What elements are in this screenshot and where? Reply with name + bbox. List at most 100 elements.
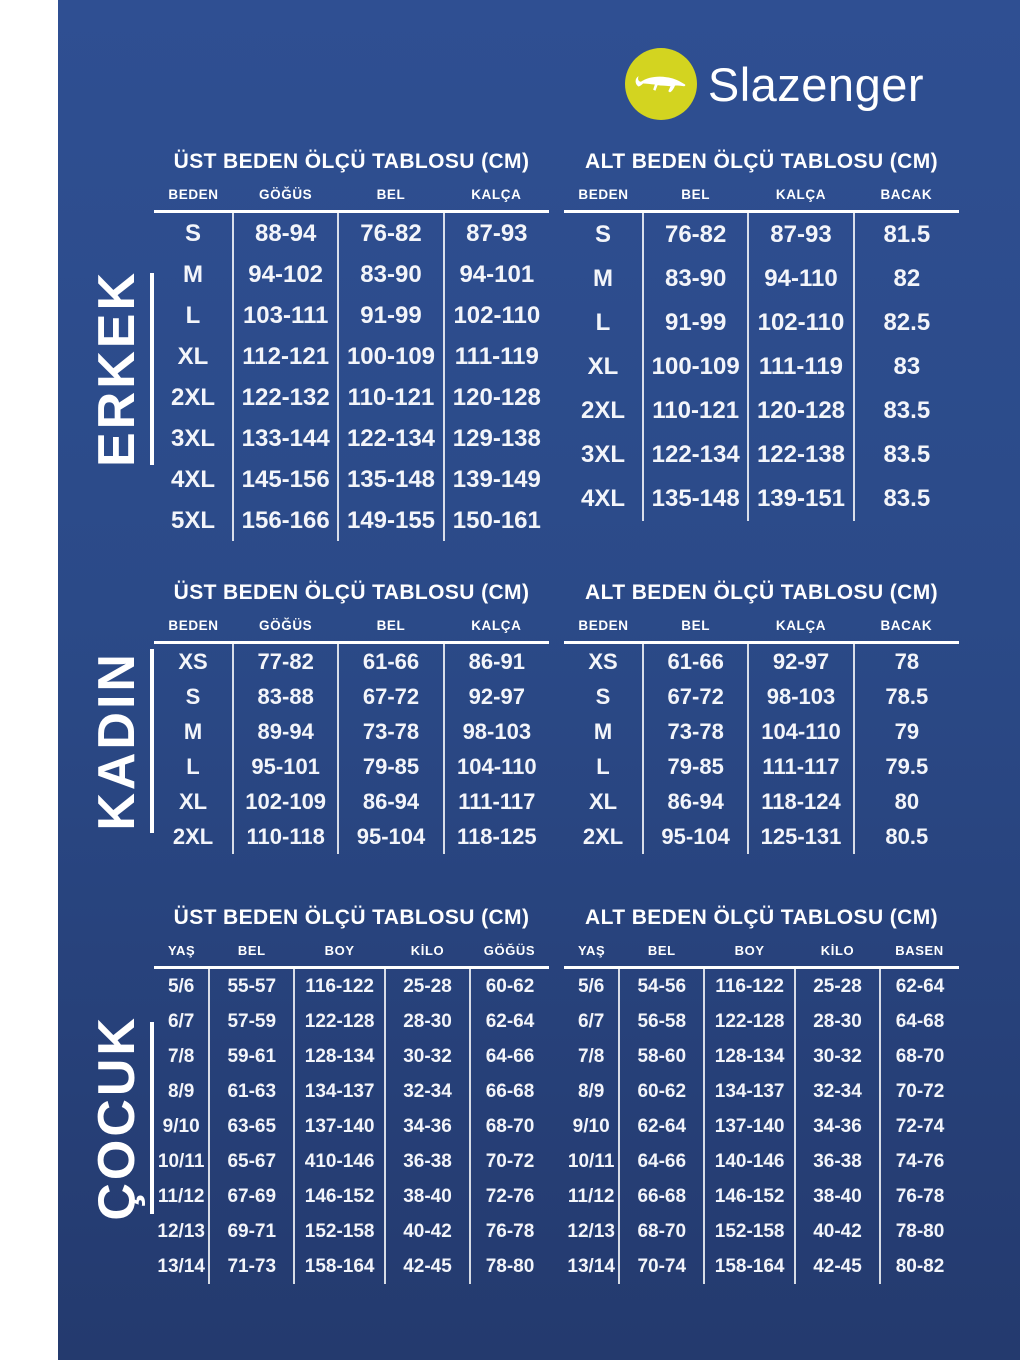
size-value-cell: 83.5 (852, 477, 959, 521)
table-body: XS 77-82 61-66 86-91 S 83-88 67-72 92-97 M 89-94 7… (154, 642, 549, 854)
side-column-kadin: KADIN (58, 581, 154, 854)
size-label-cell: M (593, 265, 613, 292)
side-column-erkek: ERKEK (58, 150, 154, 541)
size-label-cell: XL (588, 788, 618, 814)
size-value-cell: 64-68 (878, 1004, 959, 1039)
size-label-cell: XL (587, 353, 619, 380)
table-head: BEDEN GÖĞÜS BEL KALÇA (154, 187, 549, 213)
column-header: BEDEN (154, 187, 234, 213)
size-value-cell: 76-78 (878, 1179, 959, 1214)
size-label-cell: XS (588, 648, 618, 674)
size-label-cell: 5/6 (167, 975, 195, 997)
table-row: 6/7 57-59 122-128 28-30 62-64 (154, 1004, 549, 1039)
size-value-cell: 34-36 (384, 1109, 470, 1144)
size-value-cell: 128-134 (703, 1039, 796, 1074)
table-head: BEDEN BEL KALÇA BACAK (564, 618, 959, 644)
size-value-cell: 54-56 (618, 967, 705, 1004)
size-label-cell: XL (177, 342, 209, 370)
table-row: 6/7 56-58 122-128 28-30 64-68 (564, 1004, 959, 1039)
table-row: 2XL 110-118 95-104 118-125 (154, 819, 549, 854)
table-row: 8/9 60-62 134-137 32-34 70-72 (564, 1074, 959, 1109)
size-value-cell: 30-32 (384, 1039, 470, 1074)
size-value-cell: 139-149 (442, 459, 549, 500)
size-value-cell: 78.5 (852, 679, 959, 714)
size-value-cell: 78 (852, 642, 959, 679)
header-row: BEDEN BEL KALÇA BACAK (564, 618, 959, 644)
size-label-cell: 2XL (171, 383, 216, 411)
table-cocuk-ust: ÜST BEDEN ÖLÇÜ TABLOSU (CM) YAŞ BEL BOY KİLO… (154, 906, 549, 1284)
side-column-cocuk: ÇOCUK (58, 906, 154, 1284)
panther-icon (624, 48, 697, 120)
size-value-cell: 64-66 (468, 1039, 549, 1074)
vertical-label-cocuk: ÇOCUK (88, 1015, 146, 1221)
size-value-cell: 83.5 (852, 389, 959, 433)
header-row: BEDEN GÖĞÜS BEL KALÇA (154, 618, 549, 644)
logo-row: Slazenger (58, 46, 1020, 122)
size-value-cell: 60-62 (468, 967, 549, 1004)
table-row: M 83-90 94-110 82 (564, 257, 959, 301)
column-header: BEL (643, 618, 749, 644)
column-header: KİLO (385, 943, 470, 969)
size-label-cell: XL (178, 788, 208, 814)
tables-row-cocuk: ÜST BEDEN ÖLÇÜ TABLOSU (CM) YAŞ BEL BOY KİLO… (154, 906, 959, 1284)
size-value-cell: 68-70 (468, 1109, 549, 1144)
size-label-cell: S (185, 219, 202, 247)
column-header: BACAK (853, 618, 959, 644)
size-value-cell: 111-119 (442, 336, 549, 377)
table-row: 3XL 122-134 122-138 83.5 (564, 433, 959, 477)
column-header: BEL (643, 187, 749, 213)
table-erkek-ust: ÜST BEDEN ÖLÇÜ TABLOSU (CM) BEDEN GÖĞÜS BEL… (154, 150, 549, 541)
size-value-cell: 122-132 (232, 377, 339, 418)
size-value-cell: 118-124 (747, 784, 854, 819)
table-row: 3XL 133-144 122-134 129-138 (154, 418, 549, 459)
column-header: KALÇA (748, 618, 854, 644)
size-chart-card: Slazenger ERKEK ÜST BEDEN ÖLÇÜ TABLOSU (C… (58, 0, 1020, 1360)
table-row: 9/10 63-65 137-140 34-36 68-70 (154, 1109, 549, 1144)
size-label-cell: 8/9 (167, 1080, 195, 1102)
column-header: BACAK (853, 187, 959, 213)
table-row: M 73-78 104-110 79 (564, 714, 959, 749)
column-header: BEL (338, 618, 444, 644)
table-title-kadin-ust: ÜST BEDEN ÖLÇÜ TABLOSU (CM) (173, 581, 530, 604)
size-value-cell: 137-140 (293, 1109, 386, 1144)
size-label-cell: 3XL (171, 424, 216, 452)
size-value-cell: 158-164 (293, 1249, 386, 1284)
size-value-cell: 95-104 (337, 819, 444, 854)
size-value-cell: 122-134 (642, 433, 749, 477)
header-row: BEDEN GÖĞÜS BEL KALÇA (154, 187, 549, 213)
size-value-cell: 69-71 (208, 1214, 295, 1249)
table-row: 9/10 62-64 137-140 34-36 72-74 (564, 1109, 959, 1144)
size-value-cell: 76-82 (337, 211, 444, 254)
table-row: M 89-94 73-78 98-103 (154, 714, 549, 749)
size-table-erkek-ust: BEDEN GÖĞÜS BEL KALÇA S 88-94 76-82 87-93 M 94-10… (154, 187, 549, 541)
tables-row-kadin: ÜST BEDEN ÖLÇÜ TABLOSU (CM) BEDEN GÖĞÜS BEL… (154, 581, 959, 854)
size-value-cell: 86-94 (642, 784, 749, 819)
table-row: 7/8 58-60 128-134 30-32 68-70 (564, 1039, 959, 1074)
column-header: KALÇA (748, 187, 854, 213)
size-value-cell: 129-138 (442, 418, 549, 459)
table-kadin-alt: ALT BEDEN ÖLÇÜ TABLOSU (CM) BEDEN BEL KALÇA… (564, 581, 959, 854)
size-value-cell: 65-67 (208, 1144, 295, 1179)
size-label-cell: 11/12 (157, 1185, 205, 1207)
size-label-cell: 10/11 (567, 1150, 615, 1172)
size-value-cell: 62-64 (618, 1109, 705, 1144)
size-value-cell: 103-111 (232, 295, 339, 336)
size-value-cell: 128-134 (293, 1039, 386, 1074)
size-label-cell: L (595, 309, 611, 336)
size-value-cell: 70-74 (618, 1249, 705, 1284)
size-value-cell: 102-110 (747, 301, 854, 345)
size-table-kadin-ust: BEDEN GÖĞÜS BEL KALÇA XS 77-82 61-66 86-91 S 83-8… (154, 618, 549, 854)
size-value-cell: 158-164 (703, 1249, 796, 1284)
size-value-cell: 67-72 (642, 679, 749, 714)
size-label-cell: 3XL (581, 441, 626, 468)
brand-logo: Slazenger (624, 48, 924, 120)
vertical-label-erkek: ERKEK (88, 269, 146, 468)
size-value-cell: 38-40 (384, 1179, 470, 1214)
size-value-cell: 89-94 (232, 714, 339, 749)
table-body: S 88-94 76-82 87-93 M 94-102 83-90 94-101 L 103-1… (154, 211, 549, 541)
table-row: XS 61-66 92-97 78 (564, 642, 959, 679)
table-title-kadin-alt: ALT BEDEN ÖLÇÜ TABLOSU (CM) (585, 581, 938, 604)
size-label-cell: 12/13 (157, 1220, 205, 1242)
size-value-cell: 88-94 (232, 211, 339, 254)
